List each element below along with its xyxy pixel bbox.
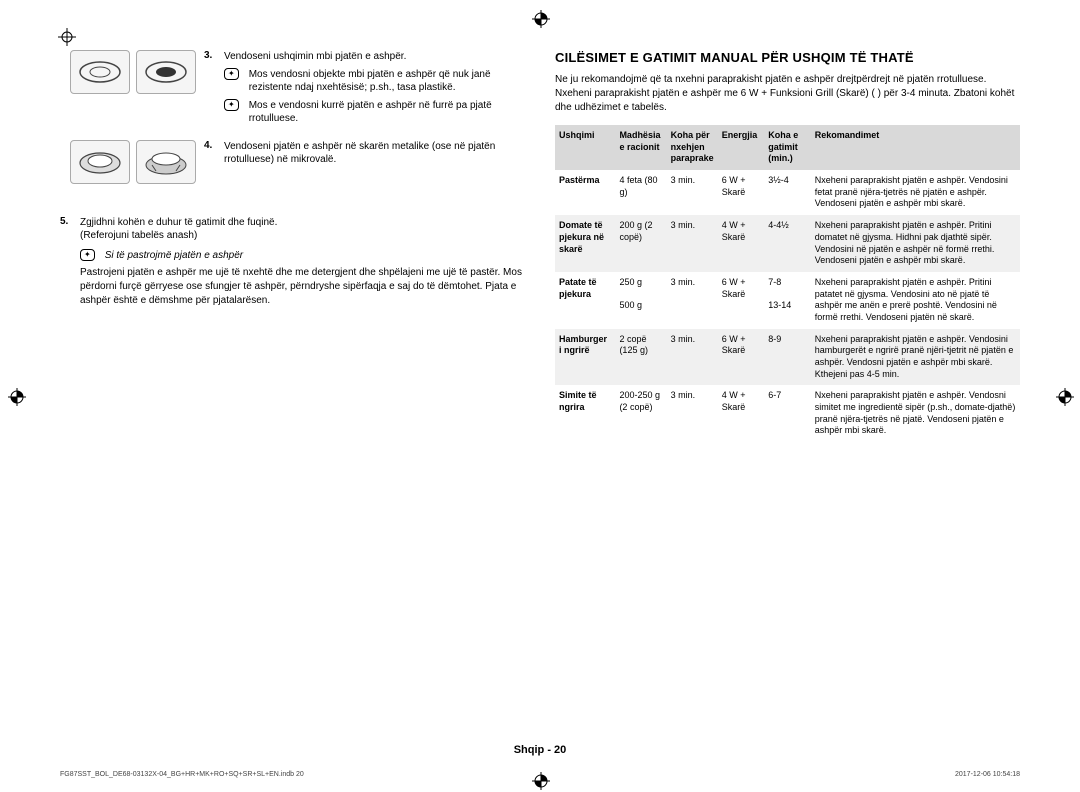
table-cell: Nxeheni paraprakisht pjatën e ashpër. Pr… bbox=[811, 215, 1020, 272]
instruction-5-subhead: Si të pastrojmë pjatën e ashpër bbox=[105, 249, 243, 263]
table-cell: 3½-4 bbox=[764, 170, 811, 215]
table-cell: 8-9 bbox=[764, 329, 811, 386]
table-cell: Domate të pjekura në skarë bbox=[555, 215, 615, 272]
table-cell: 250 g 500 g bbox=[615, 272, 666, 329]
instruction-5-num: 5. bbox=[60, 216, 72, 227]
instruction-4-text: Vendoseni pjatën e ashpër në skarën meta… bbox=[224, 140, 517, 167]
left-column: 3. Vendoseni ushqimin mbi pjatën e ashpë… bbox=[60, 50, 525, 442]
table-header: UshqimiMadhësia e racionitKoha për nxehj… bbox=[555, 125, 1020, 170]
table-cell: Nxeheni paraprakisht pjatën e ashpër. Ve… bbox=[811, 329, 1020, 386]
table-row: Domate të pjekura në skarë200 g (2 copë)… bbox=[555, 215, 1020, 272]
table-header-cell: Rekomandimet bbox=[811, 125, 1020, 170]
table-header-cell: Ushqimi bbox=[555, 125, 615, 170]
table-cell: 4 W + Skarë bbox=[718, 385, 765, 442]
instruction-3-body: Vendoseni ushqimin mbi pjatën e ashpër. … bbox=[224, 50, 517, 130]
plate-illust-2 bbox=[136, 50, 196, 94]
table-cell: Patate të pjekura bbox=[555, 272, 615, 329]
reg-mark-bottom-center bbox=[532, 772, 550, 790]
instruction-5-text: Zgjidhni kohën e duhur të gatimit dhe fu… bbox=[80, 216, 525, 230]
table-cell: 6 W + Skarë bbox=[718, 329, 765, 386]
illustration-plates-top bbox=[70, 50, 196, 94]
instruction-3-num: 3. bbox=[204, 50, 216, 61]
table-row: Hamburger i ngrirë2 copë (125 g)3 min.6 … bbox=[555, 329, 1020, 386]
table-cell: Simite të ngrira bbox=[555, 385, 615, 442]
table-cell: 4-4½ bbox=[764, 215, 811, 272]
page-number: Shqip - 20 bbox=[0, 744, 1080, 756]
plate-illust-4 bbox=[136, 140, 196, 184]
footer-right: 2017-12-06 10:54:18 bbox=[955, 771, 1020, 778]
section-intro: Ne ju rekomandojmë që ta nxehni paraprak… bbox=[555, 73, 1020, 115]
table-cell: 7-8 13-14 bbox=[764, 272, 811, 329]
illustration-plates-bottom bbox=[70, 140, 196, 184]
right-column: CILËSIMET E GATIMIT MANUAL PËR USHQIM TË… bbox=[555, 50, 1020, 442]
table-cell: 3 min. bbox=[667, 215, 718, 272]
table-row: Patate të pjekura250 g 500 g3 min.6 W + … bbox=[555, 272, 1020, 329]
table-header-cell: Madhësia e racionit bbox=[615, 125, 666, 170]
instruction-4: 4. Vendoseni pjatën e ashpër në skarën m… bbox=[60, 140, 525, 190]
table-cell: 3 min. bbox=[667, 272, 718, 329]
note-icon: ✦ bbox=[224, 68, 239, 81]
table-cell: 2 copë (125 g) bbox=[615, 329, 666, 386]
plate-illust-3 bbox=[70, 140, 130, 184]
reg-mark-mid-left bbox=[8, 388, 26, 406]
instruction-5: 5. Zgjidhni kohën e duhur të gatimit dhe… bbox=[60, 216, 525, 309]
instruction-3-note2: Mos e vendosni kurrë pjatën e ashpër në … bbox=[249, 99, 517, 126]
table-row: Simite të ngrira200-250 g (2 copë)3 min.… bbox=[555, 385, 1020, 442]
table-header-cell: Koha për nxehjen paraprake bbox=[667, 125, 718, 170]
table-cell: 200-250 g (2 copë) bbox=[615, 385, 666, 442]
table-cell: Nxeheni paraprakisht pjatën e ashpër. Pr… bbox=[811, 272, 1020, 329]
reg-mark-top-left bbox=[58, 28, 76, 46]
table-cell: 3 min. bbox=[667, 329, 718, 386]
table-cell: Nxeheni paraprakisht pjatën e ashpër. Ve… bbox=[811, 385, 1020, 442]
table-body: Pastërma4 feta (80 g)3 min.6 W + Skarë3½… bbox=[555, 170, 1020, 442]
table-cell: Nxeheni paraprakisht pjatën e ashpër. Ve… bbox=[811, 170, 1020, 215]
reg-mark-top-center bbox=[532, 10, 550, 28]
instruction-4-num: 4. bbox=[204, 140, 216, 151]
table-header-cell: Koha e gatimit (min.) bbox=[764, 125, 811, 170]
table-cell: 6 W + Skarë bbox=[718, 170, 765, 215]
cooking-table: UshqimiMadhësia e racionitKoha për nxehj… bbox=[555, 125, 1020, 442]
table-header-cell: Energjia bbox=[718, 125, 765, 170]
instruction-5-para: Pastrojeni pjatën e ashpër me ujë të nxe… bbox=[80, 266, 525, 308]
instruction-3-note1: Mos vendosni objekte mbi pjatën e ashpër… bbox=[249, 68, 517, 95]
reg-mark-mid-right bbox=[1056, 388, 1074, 406]
footer-left: FG87SST_BOL_DE68-03132X-04_BG+HR+MK+RO+S… bbox=[60, 771, 304, 778]
table-cell: 4 feta (80 g) bbox=[615, 170, 666, 215]
table-cell: 200 g (2 copë) bbox=[615, 215, 666, 272]
table-cell: 6-7 bbox=[764, 385, 811, 442]
table-cell: 4 W + Skarë bbox=[718, 215, 765, 272]
page-content: 3. Vendoseni ushqimin mbi pjatën e ashpë… bbox=[60, 50, 1020, 442]
table-cell: Hamburger i ngrirë bbox=[555, 329, 615, 386]
instruction-3-text: Vendoseni ushqimin mbi pjatën e ashpër. bbox=[224, 50, 517, 64]
instruction-5-ref: (Referojuni tabelës anash) bbox=[80, 229, 525, 243]
instruction-3: 3. Vendoseni ushqimin mbi pjatën e ashpë… bbox=[60, 50, 525, 130]
table-row: Pastërma4 feta (80 g)3 min.6 W + Skarë3½… bbox=[555, 170, 1020, 215]
section-heading: CILËSIMET E GATIMIT MANUAL PËR USHQIM TË… bbox=[555, 50, 1020, 65]
note-icon: ✦ bbox=[80, 249, 95, 262]
note-icon: ✦ bbox=[224, 99, 239, 112]
instruction-5-body: Zgjidhni kohën e duhur të gatimit dhe fu… bbox=[80, 216, 525, 309]
plate-illust-1 bbox=[70, 50, 130, 94]
table-cell: 3 min. bbox=[667, 385, 718, 442]
table-cell: Pastërma bbox=[555, 170, 615, 215]
table-cell: 3 min. bbox=[667, 170, 718, 215]
table-cell: 6 W + Skarë bbox=[718, 272, 765, 329]
